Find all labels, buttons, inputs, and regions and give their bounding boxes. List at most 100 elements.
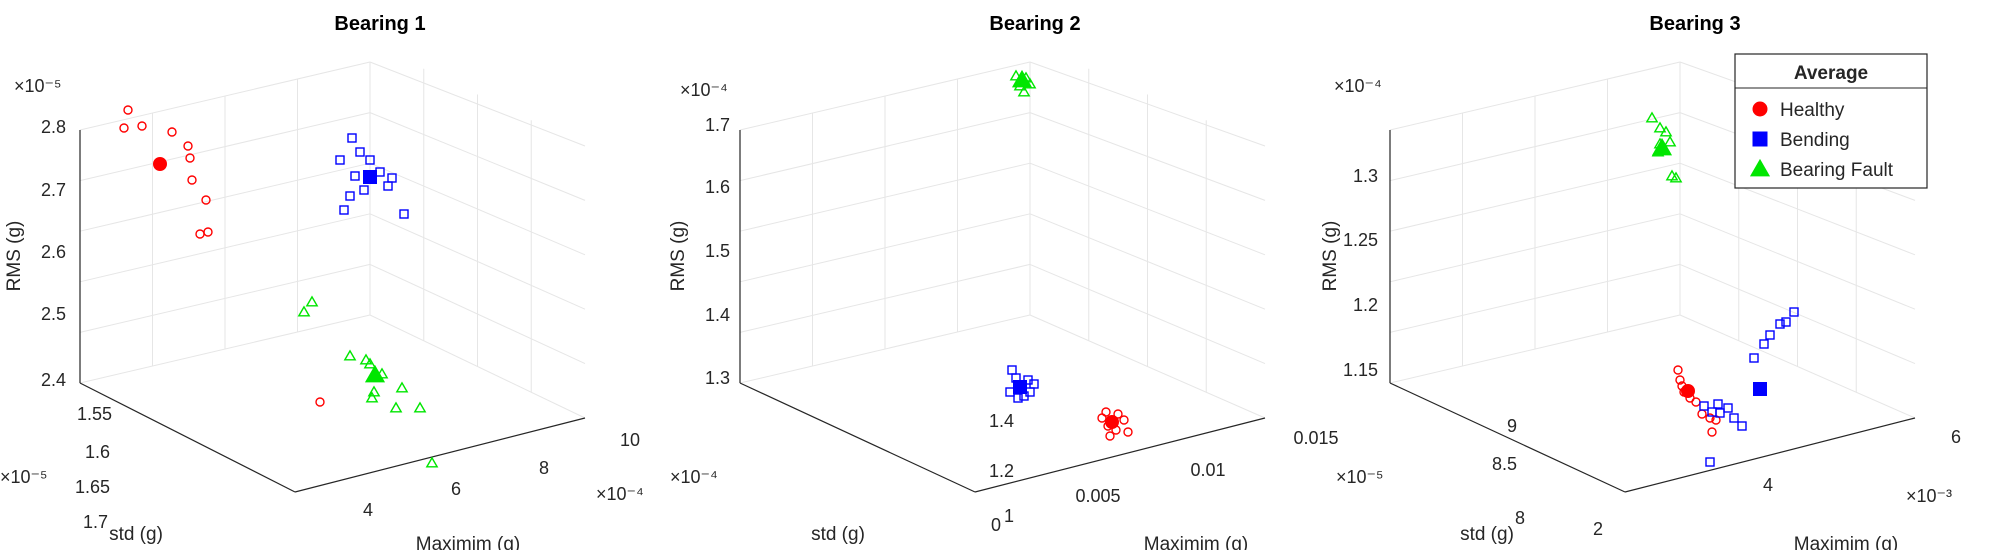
- data-point: [1113, 409, 1123, 419]
- x-tick-label: 6: [1951, 427, 1961, 447]
- data-point: [1705, 457, 1715, 467]
- x-tick-label: 4: [1763, 475, 1773, 495]
- x-tick-label: 2: [1593, 519, 1603, 539]
- data-point: [1097, 413, 1107, 423]
- data-point: [185, 153, 195, 163]
- y-tick-label: 1.7: [83, 512, 108, 532]
- data-point: [1675, 375, 1685, 385]
- legend-marker-triangle: [1749, 158, 1771, 177]
- data-point: [1699, 401, 1709, 411]
- data-point: [1729, 413, 1739, 423]
- data-point: [1009, 69, 1023, 81]
- data-point: [1017, 85, 1031, 97]
- series-bending: [335, 133, 409, 219]
- data-point: [195, 229, 205, 239]
- z-tick-label: 1.2: [1353, 295, 1378, 315]
- legend-marker-circle: [1752, 101, 1768, 117]
- data-point: [1775, 319, 1785, 329]
- data-point: [1123, 427, 1133, 437]
- data-point: [1653, 121, 1667, 133]
- z-tick-label: 1.6: [705, 177, 730, 197]
- z-axis-label: RMS (g): [1320, 221, 1341, 292]
- x-exponent-label: ×10⁻³: [1906, 486, 1952, 506]
- panel-bearing-2: Bearing 2 1.3 1.4 1.5 1.6 1.7 1 1.2 1.4 0 0.005 0.0…: [668, 13, 1339, 550]
- series-bearing-fault: [1009, 69, 1037, 97]
- axes-lines: [1389, 130, 1916, 493]
- average-point: [1651, 137, 1673, 156]
- series-healthy: [1097, 407, 1133, 441]
- y-axis-label: std (g): [109, 524, 163, 545]
- x-axis-label: Maximim (g): [416, 534, 521, 550]
- series-bending: [1699, 307, 1799, 467]
- data-point: [365, 391, 379, 403]
- x-axis-label: Maximim (g): [1794, 534, 1899, 550]
- axes-lines: [739, 130, 1266, 493]
- y-tick-label: 8.5: [1492, 454, 1517, 474]
- data-point: [345, 191, 355, 201]
- series-bearing-fault: [1645, 111, 1683, 183]
- legend-entry-label: Bearing Fault: [1780, 160, 1894, 181]
- x-tick-label: 10: [620, 430, 640, 450]
- data-point: [363, 357, 377, 369]
- average-point: [364, 364, 386, 383]
- z-exponent-label: ×10⁻⁴: [680, 80, 728, 100]
- data-point: [123, 105, 133, 115]
- axes-grid: [739, 61, 1266, 419]
- z-tick-label: 2.7: [41, 180, 66, 200]
- data-point: [339, 205, 349, 215]
- data-point: [305, 295, 319, 307]
- z-axis-label: RMS (g): [4, 221, 25, 292]
- data-point: [1713, 399, 1723, 409]
- data-point: [1007, 365, 1017, 375]
- data-point: [1013, 393, 1023, 403]
- z-tick-label: 1.4: [705, 305, 730, 325]
- average-point: [363, 170, 377, 184]
- y-exponent-label: ×10⁻⁵: [0, 467, 48, 487]
- data-point: [183, 141, 193, 151]
- data-point: [201, 195, 211, 205]
- x-axis-label: Maximim (g): [1144, 534, 1249, 550]
- panel-title: Bearing 2: [989, 13, 1080, 35]
- y-exponent-label: ×10⁻⁴: [670, 467, 718, 487]
- data-point: [359, 185, 369, 195]
- data-point: [359, 353, 373, 365]
- data-point: [347, 133, 357, 143]
- data-point: [1705, 413, 1715, 423]
- z-tick-label: 1.7: [705, 115, 730, 135]
- data-point: [1691, 397, 1701, 407]
- data-point: [413, 401, 427, 413]
- data-point: [335, 155, 345, 165]
- data-point: [167, 127, 177, 137]
- panel-bearing-1: Bearing 1 2.4 2.5 2.6 2.7 2.8 1.55 1.6 1.65 1.7 4 6…: [0, 13, 644, 550]
- data-point: [343, 349, 357, 361]
- data-point: [1659, 125, 1673, 137]
- data-point: [1759, 339, 1769, 349]
- legend: Average Healthy Bending Bearing Fault: [1734, 53, 1928, 189]
- data-point: [1673, 365, 1683, 375]
- data-point: [1781, 317, 1791, 327]
- series-healthy: [119, 105, 325, 407]
- data-point: [389, 401, 403, 413]
- z-exponent-label: ×10⁻⁵: [14, 76, 62, 96]
- data-point: [1789, 307, 1799, 317]
- series-healthy: [1673, 365, 1721, 437]
- z-tick-label: 1.15: [1343, 360, 1378, 380]
- legend-entry-label: Healthy: [1780, 100, 1845, 121]
- average-point: [153, 157, 167, 171]
- data-point: [355, 147, 365, 157]
- data-point: [297, 305, 311, 317]
- x-tick-label: 8: [539, 458, 549, 478]
- data-point: [1715, 408, 1725, 418]
- y-tick-label: 1.6: [85, 442, 110, 462]
- data-point: [203, 227, 213, 237]
- data-point: [1663, 135, 1677, 147]
- axes-lines: [79, 130, 586, 493]
- y-tick-label: 1.2: [989, 461, 1014, 481]
- z-axis-label: RMS (g): [668, 221, 689, 292]
- data-point: [375, 167, 385, 177]
- y-tick-label: 9: [1507, 416, 1517, 436]
- x-tick-label: 4: [363, 500, 373, 520]
- data-point: [1119, 415, 1129, 425]
- series-bending: [1005, 365, 1039, 403]
- panel-title: Bearing 1: [334, 13, 425, 35]
